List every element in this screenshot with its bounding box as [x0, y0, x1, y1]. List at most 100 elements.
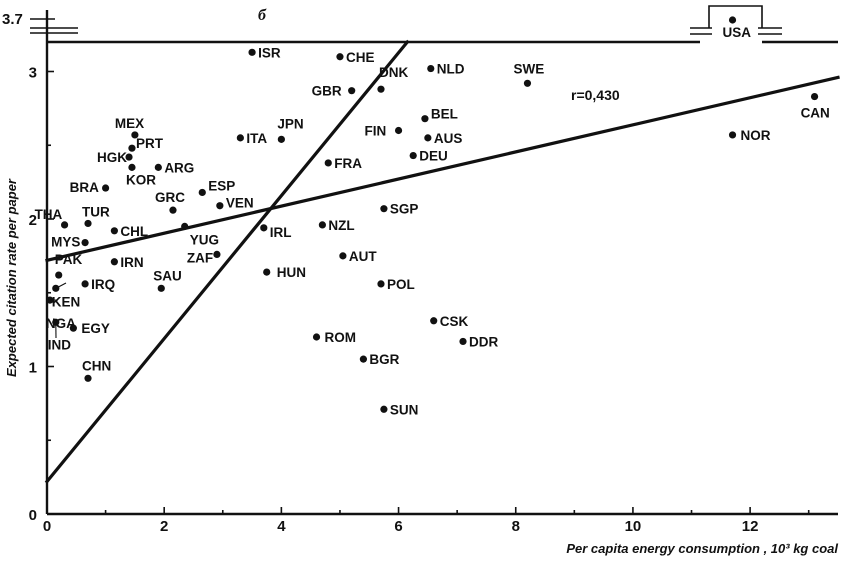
point-label-can: CAN — [801, 106, 830, 121]
point-label-usa: USA — [723, 25, 752, 40]
point-label-grc: GRC — [155, 190, 185, 205]
point-arg — [154, 163, 162, 171]
point-jpn — [277, 135, 285, 143]
y-break-tick-label: 3.7 — [2, 11, 23, 28]
point-label-ven: VEN — [226, 196, 254, 211]
point-label-zaf: ZAF — [187, 250, 213, 265]
point-sun — [380, 405, 388, 413]
point-bel — [421, 115, 429, 123]
leader-ken — [55, 282, 67, 289]
point-chl — [110, 227, 118, 235]
point-label-chn: CHN — [82, 358, 111, 373]
point-label-nzl: NZL — [328, 218, 354, 233]
point-sau — [157, 284, 165, 292]
point-label-fin: FIN — [365, 124, 387, 139]
point-label-aut: AUT — [349, 249, 377, 264]
point-grc — [169, 206, 177, 214]
x-tick-label: 8 — [512, 518, 520, 535]
y-ticks: 0 1 2 3 — [29, 65, 54, 524]
regression-line — [44, 39, 410, 484]
point-label-esp: ESP — [208, 178, 235, 193]
point-zaf — [213, 250, 221, 258]
panel-mark: б — [258, 7, 267, 24]
point-irn — [110, 258, 118, 266]
x-axis-title: Per capita energy consumption , 10³ kg c… — [566, 541, 838, 556]
x-tick-label: 6 — [394, 518, 402, 535]
point-deu — [409, 151, 417, 160]
point-usa — [728, 16, 737, 24]
point-label-hun: HUN — [277, 265, 306, 280]
point-label-gbr: GBR — [312, 84, 342, 99]
point-irq — [81, 280, 89, 288]
point-label-csk: CSK — [440, 314, 469, 329]
point-bra — [101, 184, 110, 192]
point-nzl — [318, 221, 326, 229]
point-esp — [198, 188, 206, 197]
point-label-jpn: JPN — [277, 116, 303, 131]
point-label-dnk: DNK — [379, 65, 408, 80]
point-isr — [248, 48, 256, 56]
point-label-pak: PAK — [55, 252, 83, 267]
y-tick-label: 1 — [29, 360, 37, 377]
point-label-aus: AUS — [434, 131, 463, 146]
regression-lines — [44, 39, 840, 484]
point-label-ita: ITA — [246, 131, 267, 146]
point-dnk — [377, 85, 385, 93]
point-prt — [128, 144, 136, 152]
point-can — [810, 92, 819, 101]
point-ven — [216, 202, 224, 210]
correlation-label: r=0,430 — [571, 87, 620, 103]
x-tick-label: 10 — [625, 518, 642, 535]
point-pak — [55, 271, 63, 279]
axis-breaks — [30, 5, 782, 35]
point-tha — [60, 221, 69, 229]
point-label-tha: THA — [35, 207, 63, 222]
x-tick-label: 12 — [742, 518, 759, 535]
x-tick-label: 4 — [277, 518, 286, 535]
point-label-rom: ROM — [325, 330, 357, 345]
point-label-chl: CHL — [120, 224, 148, 239]
point-kor — [128, 163, 136, 171]
point-label-nld: NLD — [437, 62, 465, 77]
point-label-ken: KEN — [52, 294, 81, 309]
point-mys — [81, 239, 89, 247]
point-ita — [236, 134, 244, 142]
axes — [45, 10, 838, 516]
point-label-irl: IRL — [270, 225, 292, 240]
point-fin — [394, 126, 403, 135]
point-label-ind: IND — [48, 337, 72, 352]
point-bgr — [359, 355, 367, 363]
point-pol — [377, 280, 385, 288]
point-chn — [84, 374, 92, 382]
point-label-pol: POL — [387, 277, 415, 292]
point-label-hgk: HGK — [97, 150, 127, 165]
y-tick-label: 3 — [29, 65, 37, 82]
point-nld — [427, 64, 435, 73]
point-yug — [181, 222, 189, 230]
point-label-egy: EGY — [81, 321, 110, 336]
point-label-mys: MYS — [51, 235, 80, 250]
point-label-mex: MEX — [115, 116, 144, 131]
point-label-kor: KOR — [126, 172, 156, 187]
regression-line — [45, 75, 840, 263]
point-label-prt: PRT — [136, 136, 164, 151]
x-tick-label: 0 — [43, 518, 51, 535]
point-label-yug: YUG — [190, 232, 219, 247]
y-axis-title: Expected citation rate per paper — [4, 178, 19, 377]
point-label-sun: SUN — [390, 402, 419, 417]
point-aus — [424, 134, 432, 142]
point-csk — [430, 317, 438, 325]
point-label-tur: TUR — [82, 204, 110, 219]
point-sgp — [380, 205, 388, 213]
x-tick-label: 2 — [160, 518, 168, 535]
point-label-arg: ARG — [164, 160, 194, 175]
point-gbr — [348, 87, 356, 95]
point-label-isr: ISR — [258, 45, 281, 60]
point-label-fra: FRA — [334, 156, 362, 171]
point-label-bel: BEL — [431, 107, 458, 122]
point-label-che: CHE — [346, 50, 375, 65]
point-hgk — [125, 153, 133, 161]
point-label-bra: BRA — [70, 180, 99, 195]
